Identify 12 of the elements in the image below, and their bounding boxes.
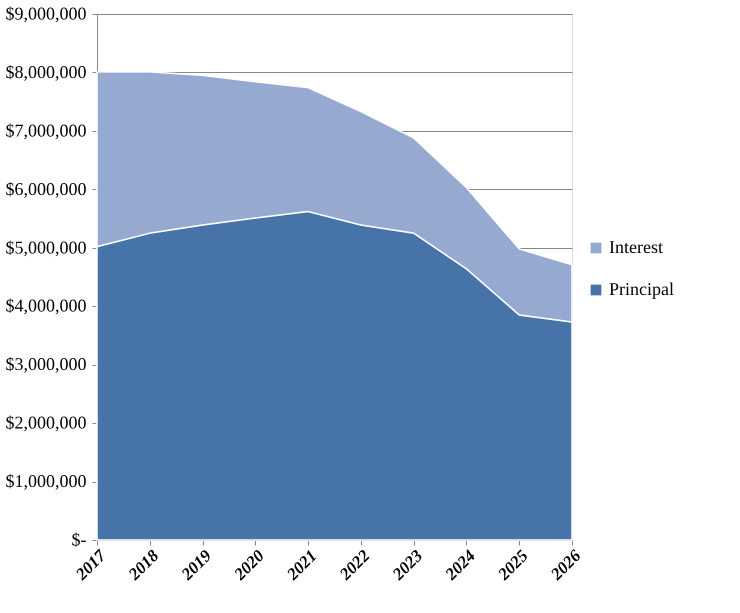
y-tick-label: $4,000,000 xyxy=(6,296,86,316)
y-tick-label: $1,000,000 xyxy=(6,471,86,492)
y-tick-label: $2,000,000 xyxy=(6,412,86,433)
y-tick-label: $9,000,000 xyxy=(6,4,86,24)
y-tick-label: $- xyxy=(72,530,86,550)
y-tick-label: $6,000,000 xyxy=(6,178,86,199)
y-tick-label: $7,000,000 xyxy=(6,120,86,140)
legend-label: Principal xyxy=(609,279,674,299)
legend-label: Interest xyxy=(609,237,663,257)
y-tick-label: $3,000,000 xyxy=(6,354,86,374)
y-tick-label: $8,000,000 xyxy=(6,62,86,82)
y-tick-label: $5,000,000 xyxy=(6,237,86,258)
